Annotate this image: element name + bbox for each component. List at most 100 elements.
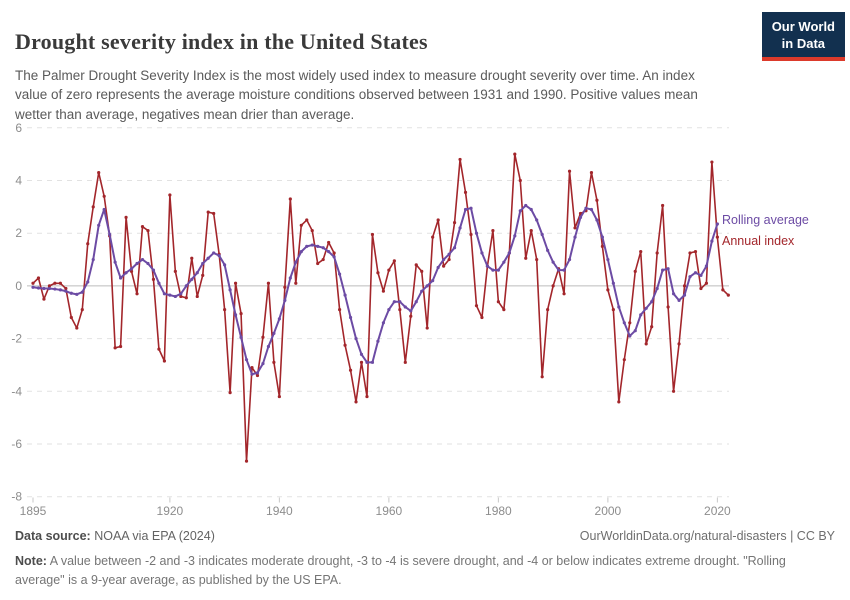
data-point — [557, 268, 561, 272]
data-point — [217, 253, 221, 258]
owid-logo-line2: in Data — [781, 35, 826, 51]
data-point — [179, 292, 183, 296]
data-point — [480, 251, 484, 255]
data-point — [639, 250, 643, 254]
chart-subtitle: The Palmer Drought Severity Index is the… — [15, 67, 698, 122]
data-point — [42, 297, 46, 301]
data-point — [721, 288, 725, 292]
data-point — [491, 268, 495, 272]
data-point — [611, 308, 615, 312]
annual-index-line — [32, 153, 729, 462]
data-point — [431, 279, 435, 283]
data-point — [332, 251, 336, 255]
data-point — [283, 285, 287, 289]
data-point — [140, 225, 145, 229]
data-point — [97, 223, 101, 227]
data-point — [228, 391, 232, 395]
data-point — [535, 218, 539, 222]
data-point — [420, 289, 424, 293]
data-point — [69, 315, 73, 320]
data-point — [622, 358, 626, 362]
data-point — [518, 178, 522, 183]
data-point — [272, 331, 276, 335]
data-point — [91, 257, 95, 262]
data-point — [666, 267, 670, 271]
data-point — [294, 260, 298, 264]
data-point — [677, 298, 681, 302]
data-point — [53, 287, 57, 291]
y-axis-label: -4 — [11, 384, 22, 398]
x-axis-label: 2020 — [704, 504, 731, 518]
data-point — [266, 344, 271, 349]
data-point — [682, 293, 687, 297]
annual-index-series — [31, 152, 730, 463]
x-axis-label: 2000 — [595, 504, 622, 518]
data-point — [31, 281, 35, 285]
data-point — [206, 256, 210, 260]
data-point — [195, 294, 199, 299]
data-point — [485, 264, 490, 268]
data-point — [606, 257, 610, 262]
data-point — [91, 205, 95, 209]
data-point — [86, 280, 90, 284]
data-point — [69, 291, 73, 295]
data-point — [359, 352, 364, 357]
data-point — [710, 160, 714, 164]
data-point — [655, 251, 659, 255]
data-point — [343, 293, 347, 297]
data-point — [272, 360, 276, 364]
data-point — [53, 281, 57, 285]
data-point — [288, 197, 292, 201]
owid-logo[interactable]: Our World in Data — [761, 12, 845, 62]
data-point — [469, 232, 473, 237]
data-point — [442, 257, 446, 262]
data-point — [348, 315, 353, 320]
data-point — [381, 289, 385, 293]
data-point — [184, 296, 188, 300]
data-point — [496, 268, 500, 272]
data-point — [387, 308, 391, 312]
data-point — [365, 394, 369, 399]
data-point — [573, 235, 577, 239]
data-point — [595, 198, 599, 202]
data-point — [124, 271, 128, 275]
data-point — [255, 371, 260, 375]
data-point — [644, 306, 648, 310]
data-point — [693, 271, 698, 275]
legend-annual-index[interactable]: Annual index — [722, 234, 795, 248]
data-point — [617, 400, 621, 404]
data-point — [47, 286, 52, 291]
data-point — [168, 293, 172, 297]
y-axis-label: 6 — [15, 121, 22, 135]
legend-rolling-average[interactable]: Rolling average — [722, 213, 809, 227]
data-point — [606, 288, 610, 292]
data-point — [507, 251, 511, 255]
data-point — [157, 281, 161, 285]
data-point — [573, 226, 577, 230]
data-point — [223, 308, 227, 312]
y-axis-label: -2 — [11, 332, 22, 346]
footnote: Note: A value between -2 and -3 indicate… — [15, 552, 835, 590]
data-point — [392, 300, 396, 304]
data-point — [584, 206, 588, 210]
data-point — [518, 209, 522, 213]
data-point — [157, 347, 161, 351]
data-point — [36, 276, 41, 280]
data-point — [436, 265, 440, 270]
data-point — [47, 284, 52, 288]
credit-link[interactable]: OurWorldinData.org/natural-disasters | C… — [579, 529, 835, 543]
data-point — [463, 190, 468, 194]
data-point — [75, 292, 79, 296]
data-point — [129, 269, 134, 274]
data-point — [294, 281, 298, 285]
data-point — [540, 375, 544, 379]
data-point — [338, 272, 342, 276]
data-point — [354, 400, 358, 404]
data-point — [151, 268, 156, 272]
data-point — [420, 269, 424, 274]
data-point — [452, 246, 457, 250]
data-point — [715, 235, 719, 239]
page-title: Drought severity index in the United Sta… — [15, 28, 428, 54]
data-point — [650, 300, 654, 304]
data-point — [332, 255, 336, 259]
